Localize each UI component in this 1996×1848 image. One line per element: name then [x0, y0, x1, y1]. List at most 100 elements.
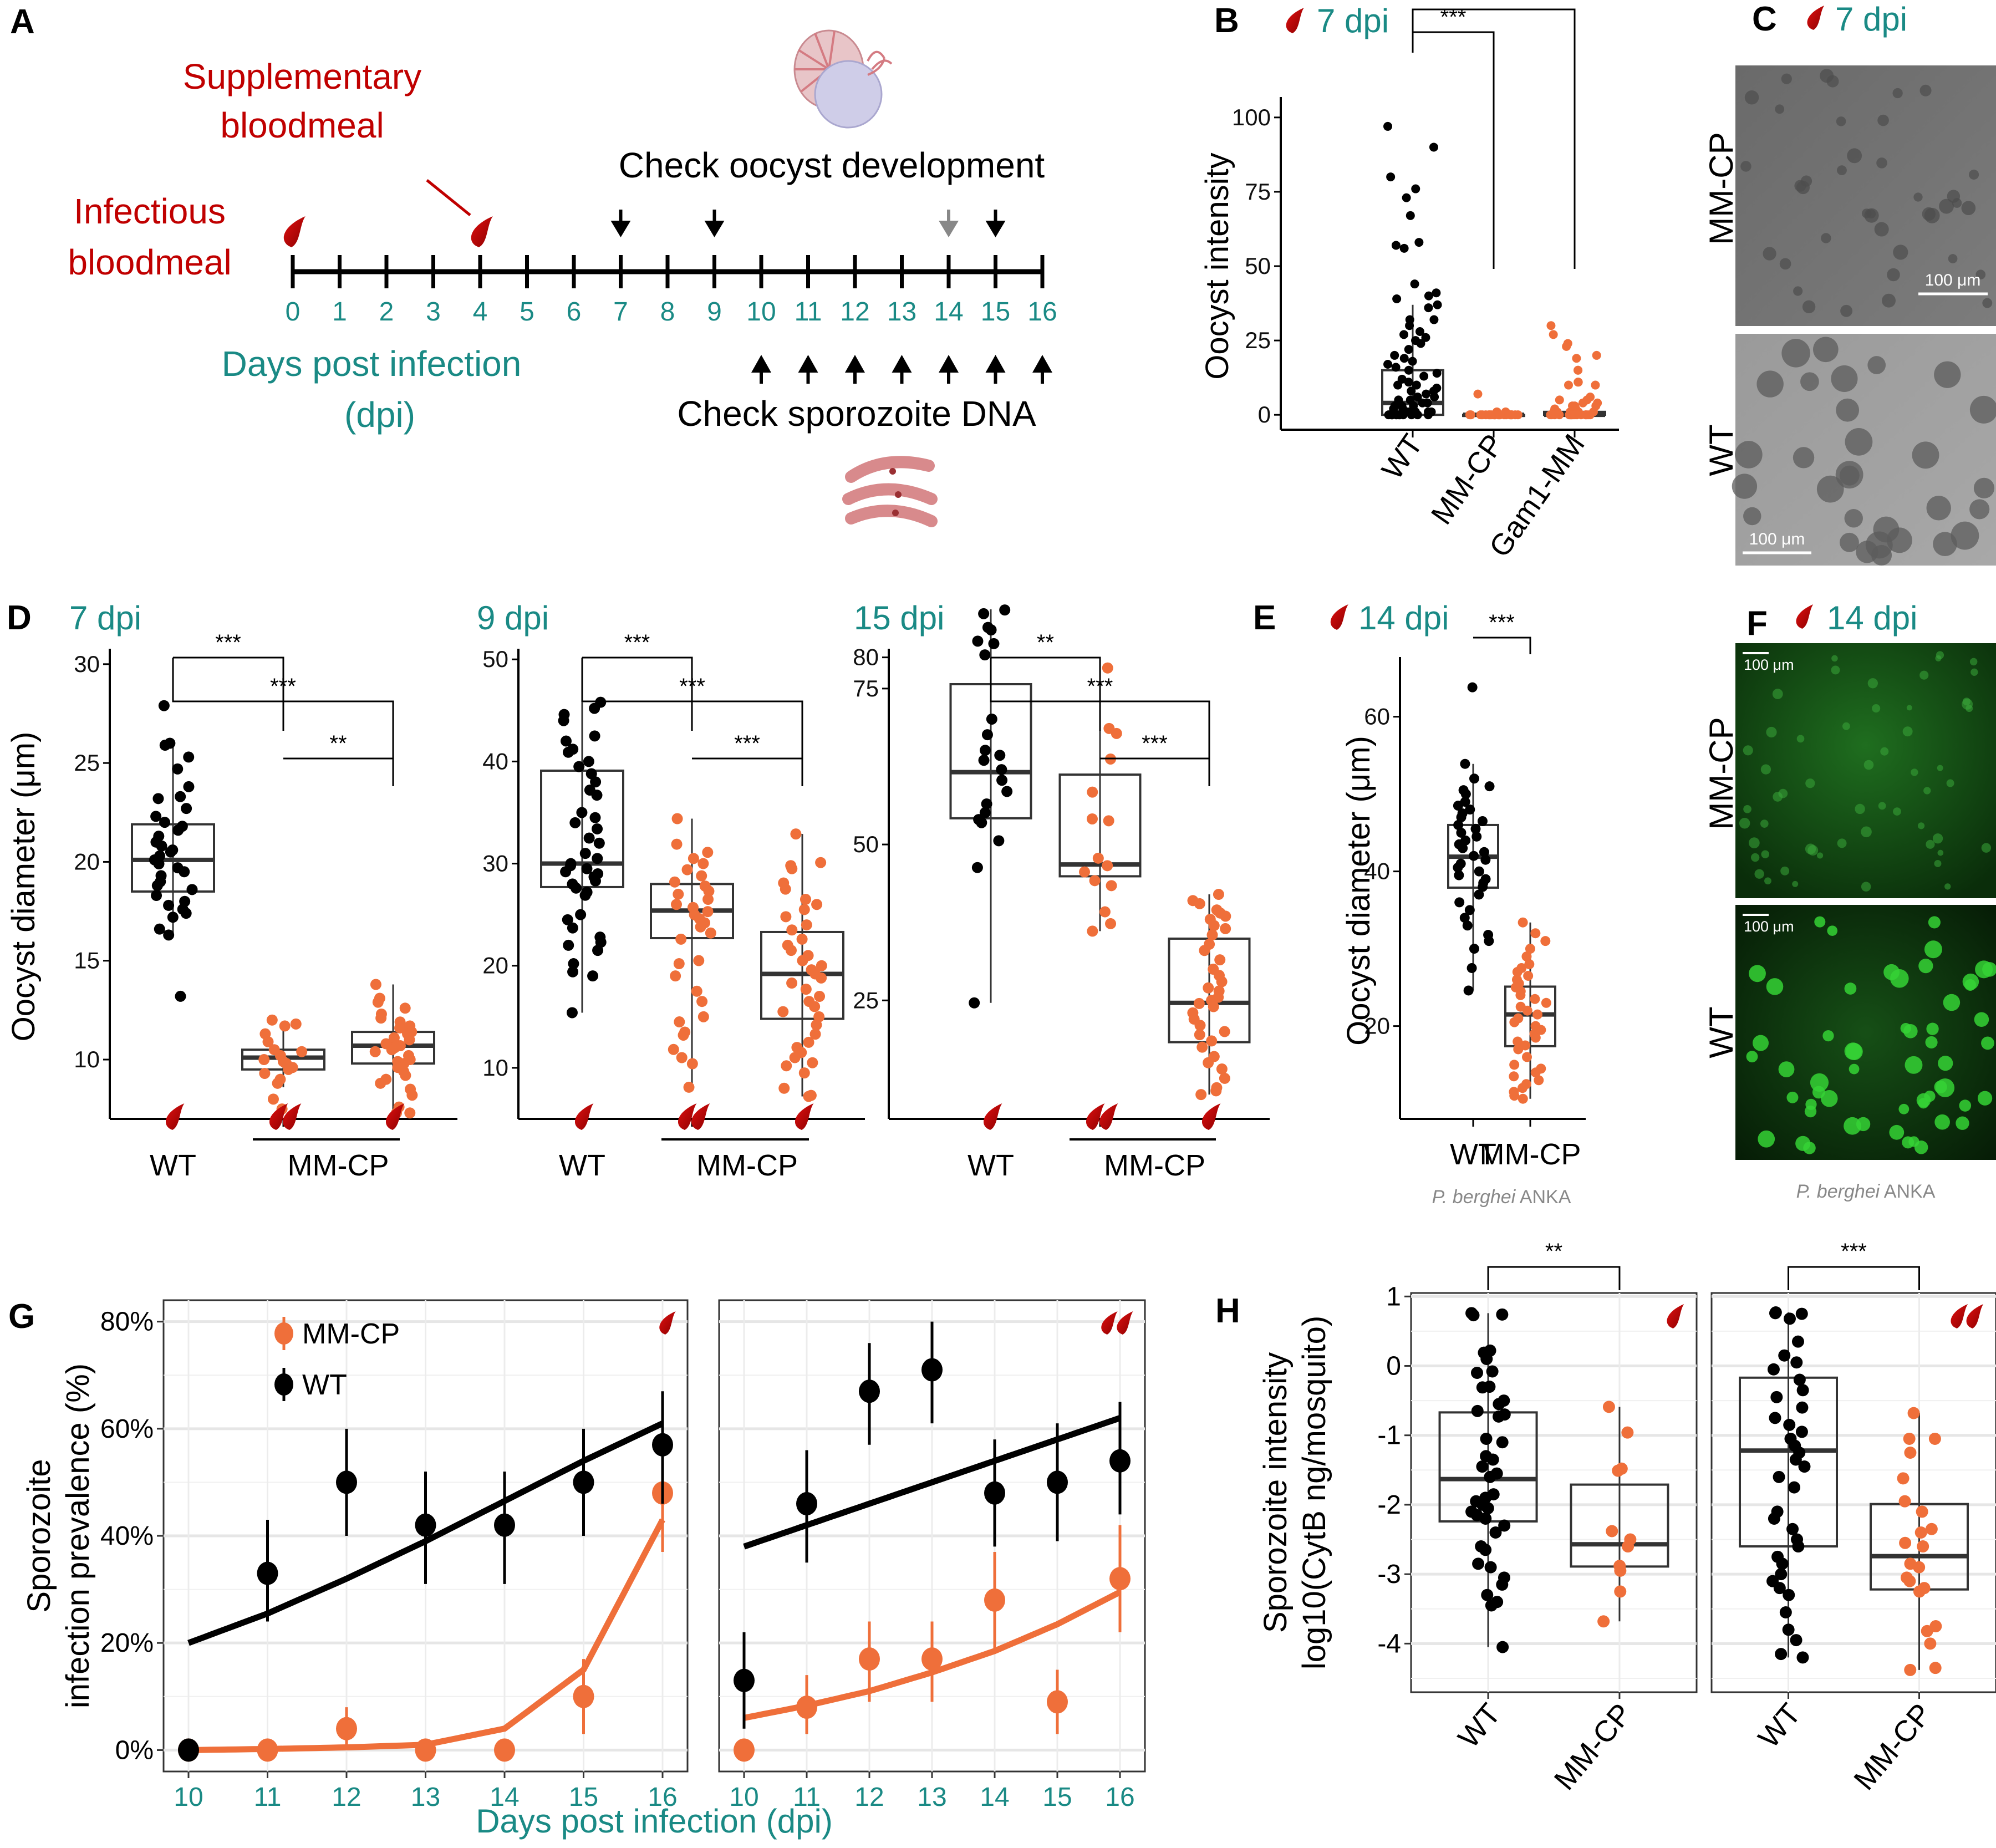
- data-point: [1530, 1067, 1541, 1078]
- data-point: [589, 875, 601, 887]
- data-point: [1470, 1367, 1483, 1379]
- box-mm-cp-2-bloodmeals: [1058, 662, 1142, 937]
- data-point: [1474, 866, 1484, 877]
- data-point: [1778, 1349, 1791, 1362]
- data-point: [809, 1001, 821, 1012]
- oocyst-spot: [1889, 1124, 1905, 1140]
- data-point: [494, 1513, 515, 1537]
- data-point: [978, 608, 990, 619]
- y-tick-label: 80: [853, 644, 879, 670]
- y-tick-label: 40: [1364, 858, 1390, 884]
- significance-stars: ***: [1489, 610, 1515, 635]
- data-point: [671, 838, 683, 850]
- oocyst-spot: [1760, 819, 1769, 828]
- oocyst-spot: [1890, 969, 1909, 988]
- blood-drop-shape: [983, 1103, 1002, 1130]
- blood-drop-shape: [659, 1311, 676, 1335]
- box-wt: [949, 604, 1032, 1009]
- data-point: [1904, 1447, 1917, 1459]
- data-point: [404, 1034, 415, 1046]
- oocyst-spot: [1831, 655, 1838, 662]
- data-point: [985, 624, 997, 636]
- oocyst-spot: [1948, 254, 1958, 263]
- data-point: [158, 700, 170, 711]
- oocyst-spots: [1732, 69, 1996, 566]
- y-tick-label: 30: [482, 851, 508, 877]
- y-tick-label: 1: [1386, 1282, 1401, 1311]
- data-point: [583, 756, 594, 767]
- data-point: [1453, 862, 1463, 873]
- blood-drop-shape: [574, 1103, 594, 1130]
- significance-bracket: [1412, 31, 1495, 269]
- data-point: [790, 828, 802, 840]
- data-point: [1509, 1017, 1520, 1027]
- timeline-day-label: 8: [660, 297, 675, 327]
- oocyst-spot: [1849, 1063, 1860, 1075]
- data-point: [1904, 1663, 1917, 1676]
- data-point: [150, 811, 162, 822]
- data-point: [1914, 1526, 1927, 1539]
- oocyst-spot: [1925, 1036, 1938, 1048]
- oocyst-spot: [1878, 802, 1886, 810]
- data-point: [1489, 1526, 1502, 1539]
- data-point: [579, 889, 591, 901]
- oocyst-spot: [1959, 1099, 1972, 1112]
- data-point: [1399, 243, 1409, 253]
- data-point: [1768, 1512, 1780, 1525]
- data-point: [1518, 1093, 1528, 1104]
- data-point: [1393, 380, 1403, 390]
- panel-label-f: F: [1746, 604, 1768, 643]
- oocyst-spot: [1743, 745, 1753, 756]
- data-point: [159, 740, 171, 751]
- data-point: [1410, 279, 1419, 289]
- data-point: [336, 1717, 357, 1740]
- oocyst-spot: [1861, 882, 1871, 892]
- data-point: [592, 945, 604, 956]
- data-point: [1773, 1582, 1786, 1595]
- blood-drop-icon: [385, 1103, 405, 1130]
- data-point: [1770, 1391, 1783, 1403]
- data-point: [573, 1470, 594, 1494]
- data-point: [1473, 389, 1483, 399]
- timeline-axis: 0 1 2 3 4 5 6 7 8 9 10 11 12 13 14 15 16: [283, 210, 1057, 384]
- data-point: [1467, 1309, 1480, 1322]
- chart-title: 7 dpi: [1317, 2, 1389, 39]
- oocyst-spot: [1760, 764, 1771, 775]
- data-point: [1898, 1495, 1911, 1508]
- blood-drop-shape: [1117, 1311, 1133, 1335]
- data-point: [575, 909, 587, 920]
- oocyst-spot: [1919, 670, 1929, 680]
- data-point: [1612, 1464, 1625, 1477]
- data-point: [257, 1561, 278, 1585]
- data-point: [1383, 360, 1393, 369]
- data-point: [1783, 1418, 1796, 1431]
- facet-panel: [1410, 1292, 1698, 1693]
- x-group-label: WT: [559, 1149, 605, 1182]
- oocyst-spot: [1786, 1091, 1799, 1103]
- significance-bracket: [692, 757, 803, 786]
- oocyst-spot: [1902, 1136, 1914, 1149]
- oocyst-spot: [1913, 192, 1923, 202]
- data-point: [670, 970, 681, 982]
- oocyst-spot: [1924, 207, 1940, 223]
- data-point: [567, 966, 579, 978]
- blood-drop-icon: [1086, 1103, 1105, 1130]
- data-point: [1464, 905, 1475, 915]
- data-point: [183, 751, 195, 763]
- data-point: [1087, 786, 1098, 798]
- significance-stars: **: [1037, 630, 1054, 655]
- oocyst-spot: [1893, 245, 1908, 260]
- data-point: [705, 927, 716, 939]
- data-point: [563, 939, 574, 951]
- data-point: [1432, 369, 1442, 378]
- data-point: [180, 908, 192, 919]
- oocyst-spot: [1975, 269, 1986, 280]
- fluorescent-oocysts: [1739, 651, 1996, 1154]
- oocyst-spot: [1975, 960, 1993, 979]
- data-point: [1469, 851, 1479, 861]
- series-wt: [734, 1321, 1131, 1729]
- data-point: [1796, 1384, 1809, 1397]
- significance-stars: ***: [679, 674, 705, 699]
